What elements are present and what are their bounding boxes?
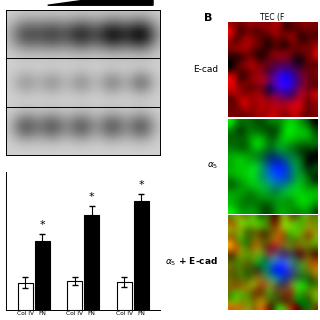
Bar: [18, 283, 33, 310]
Bar: [35, 241, 50, 310]
Bar: [84, 215, 99, 310]
Bar: [117, 282, 132, 310]
Text: $\alpha_5$ + E-cad: $\alpha_5$ + E-cad: [165, 256, 218, 268]
Bar: [68, 281, 82, 310]
Text: $\alpha_5$: $\alpha_5$: [207, 161, 218, 171]
Text: *: *: [89, 192, 94, 202]
Text: B: B: [204, 13, 212, 23]
Text: *: *: [139, 180, 144, 189]
Text: E-cad: E-cad: [193, 65, 218, 74]
Text: TEC (F: TEC (F: [260, 13, 284, 22]
Text: *: *: [39, 220, 45, 230]
Polygon shape: [48, 0, 153, 5]
Bar: [134, 201, 149, 310]
